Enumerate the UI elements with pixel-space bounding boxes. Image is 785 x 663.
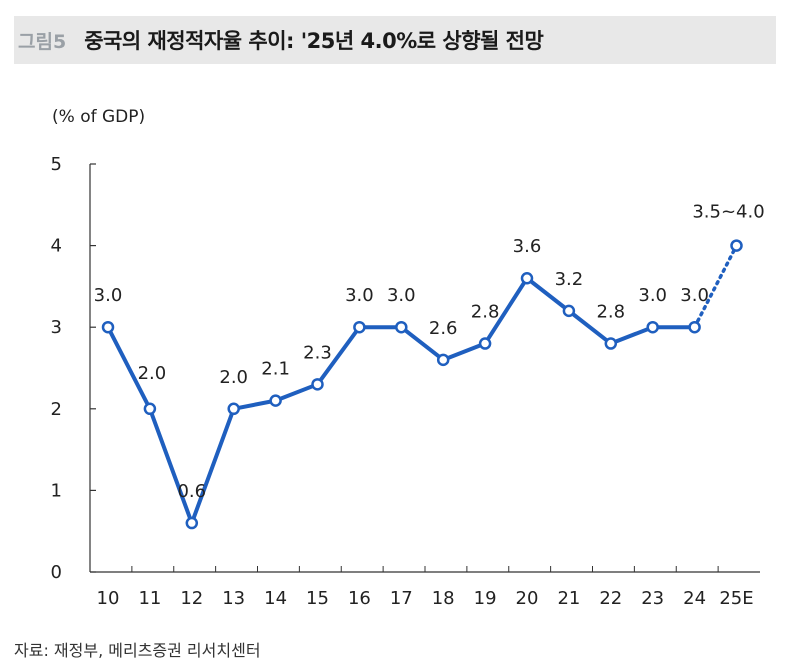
data-label: 2.6 [429,318,458,339]
x-tick-label: 21 [557,588,580,609]
data-label: 3.0 [387,285,416,306]
data-label: 2.1 [261,359,290,380]
data-label: 0.6 [177,481,206,502]
data-label: 2.8 [471,302,500,323]
data-label: 2.0 [138,363,167,384]
chart-area: (% of GDP) 0 1 2 3 4 5 10 11 12 13 14 15 16 17 18 19 20 21… [0,64,785,634]
x-tick-label: 18 [432,588,455,609]
data-label: 2.8 [596,302,625,323]
y-tick-label: 5 [51,154,62,175]
x-tick-label: 20 [516,588,539,609]
data-label: 3.0 [638,285,667,306]
data-label: 2.3 [303,342,332,363]
data-point [311,378,324,391]
data-label: 3.0 [680,285,709,306]
data-point [604,337,618,350]
data-point [730,239,743,252]
x-tick-label: 23 [641,588,664,609]
data-label: 3.0 [94,285,123,306]
data-point [646,320,659,334]
data-point [436,353,450,367]
x-tick-label: 22 [599,588,622,609]
data-point [227,402,240,416]
y-tick-label: 4 [51,236,62,257]
data-point [520,271,534,285]
y-tick-label: 0 [51,562,62,583]
x-tick-label: 15 [306,588,329,609]
data-point [185,516,199,530]
data-label: 3.6 [513,236,542,257]
x-tick-label: 11 [138,588,161,609]
data-label: 3.5~4.0 [692,202,764,223]
data-point [478,337,492,350]
y-unit-label: (% of GDP) [52,107,145,127]
y-tick-label: 3 [51,317,62,338]
data-label: 2.0 [219,367,248,388]
y-tick-label: 1 [51,480,62,501]
x-tick-label: 24 [683,588,706,609]
title-bar: 그림5 중국의 재정적자율 추이: '25년 4.0%로 상향될 전망 [14,16,776,64]
data-point [143,402,157,416]
data-point [562,304,576,318]
x-tick-label: 19 [474,588,497,609]
data-point [688,320,701,334]
data-point [353,320,366,334]
x-tick-label: 13 [222,588,245,609]
x-tick-label: 25E [719,588,753,609]
data-label: 3.2 [555,269,584,290]
data-label: 3.0 [345,285,374,306]
chart-title: 중국의 재정적자율 추이: '25년 4.0%로 상향될 전망 [84,29,544,53]
figure-label: 그림5 [18,30,67,53]
y-tick-label: 2 [51,399,62,420]
x-tick-label: 16 [348,588,371,609]
x-tick-label: 17 [390,588,413,609]
data-point [101,320,115,334]
source-note: 자료: 재정부, 메리츠증권 리서치센터 [14,641,261,660]
series-estimate-line [692,243,739,329]
data-point [395,320,408,334]
data-point [269,394,282,407]
x-tick-label: 10 [97,588,120,609]
x-tick-label: 12 [180,588,203,609]
x-tick-label: 14 [264,588,287,609]
